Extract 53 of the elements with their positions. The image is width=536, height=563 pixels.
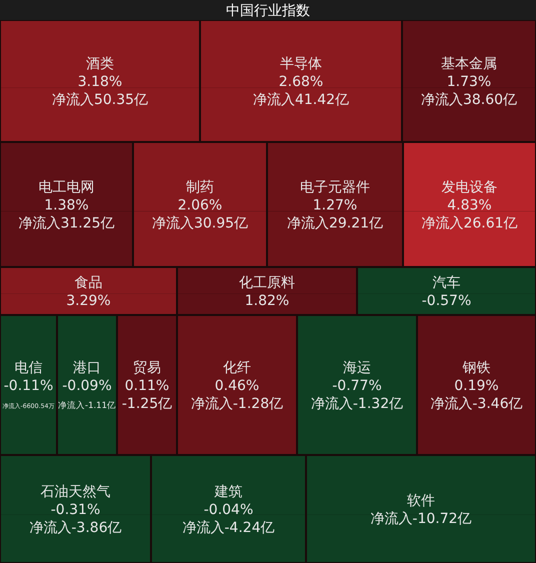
text: 中国行业指数 [226, 3, 310, 19]
data-label: 2.68% [278, 74, 324, 90]
category-label: 电信 [14, 360, 42, 376]
category-label: 海运 [343, 360, 371, 376]
data-label: 净流入-10.72亿 [370, 511, 472, 527]
category-label: 发电设备 [442, 180, 498, 196]
category-label: 汽车 [432, 275, 460, 291]
data-label: 净流入-1.11亿 [58, 400, 116, 411]
category-label: 化工原料 [239, 275, 295, 291]
data-label: 净流入-3.86亿 [29, 520, 122, 536]
data-label: 净流入-3.46亿 [430, 396, 523, 412]
data-label: 净流入38.60亿 [420, 92, 518, 108]
data-label: 净流入26.61亿 [421, 216, 518, 232]
category-label: 港口 [73, 360, 101, 376]
data-label: 净流入41.42亿 [252, 92, 350, 108]
data-label: -0.77% [332, 378, 382, 394]
category-label: 酒类 [86, 56, 114, 72]
data-label: 0.46% [214, 378, 260, 394]
data-label: -0.04% [204, 502, 254, 518]
data-label: 净流入29.21亿 [286, 216, 384, 232]
data-label: -0.31% [50, 502, 100, 518]
data-label: 0.11% [124, 378, 170, 394]
data-label: 1.73% [446, 74, 492, 90]
data-label: 1.38% [44, 198, 89, 214]
category-label: 钢铁 [462, 360, 490, 376]
data-label: 1.82% [244, 293, 290, 309]
category-label: 基本金属 [441, 56, 497, 72]
data-label: 净流入-1.28亿 [190, 396, 284, 412]
data-label: 3.29% [66, 293, 111, 309]
data-label: -1.25亿 [122, 396, 172, 412]
category-label: 建筑 [214, 484, 242, 500]
category-label: 电子元器件 [300, 180, 370, 196]
category-label: 食品 [74, 275, 102, 291]
data-label: 净流入-4.24亿 [182, 520, 275, 536]
data-label: 3.18% [78, 74, 122, 90]
data-label: 净流入31.25亿 [18, 216, 115, 232]
data-label: -0.11% [4, 378, 54, 394]
category-label: 石油天然气 [40, 484, 110, 500]
category-label: 软件 [407, 493, 435, 509]
data-label: 0.19% [454, 378, 499, 394]
data-label: 净流入-1.32亿 [310, 396, 404, 412]
data-label: 1.27% [312, 198, 358, 214]
data-label: 净流入30.95亿 [152, 216, 248, 232]
category-label: 半导体 [280, 56, 322, 72]
category-label: 贸易 [133, 360, 161, 376]
data-label: 4.83% [447, 198, 492, 214]
category-label: 化纤 [223, 360, 251, 376]
data-label: 净流入50.35亿 [52, 92, 148, 108]
data-label: -0.57% [422, 293, 472, 309]
data-label: -0.09% [62, 378, 112, 394]
category-label: 制药 [186, 180, 214, 196]
data-label: 2.06% [178, 198, 222, 214]
category-label: 电工电网 [38, 180, 94, 196]
